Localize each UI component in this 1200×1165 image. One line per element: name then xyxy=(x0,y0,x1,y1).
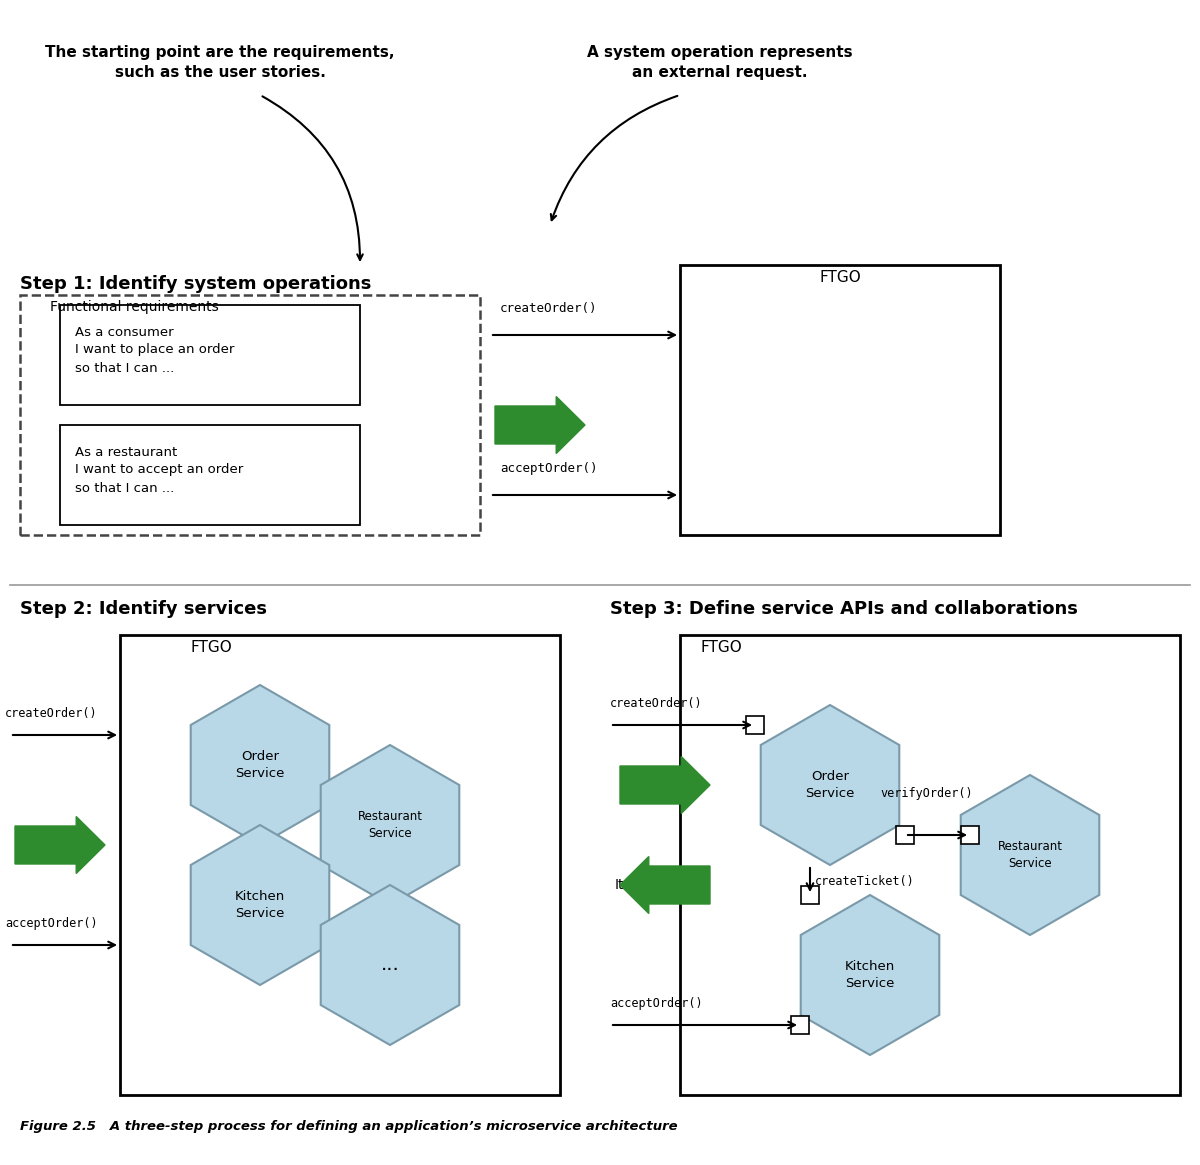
Bar xyxy=(60,425,360,525)
FancyArrow shape xyxy=(620,756,710,813)
FancyArrow shape xyxy=(620,856,710,913)
Bar xyxy=(746,716,764,734)
Text: FTGO: FTGO xyxy=(700,640,742,655)
Text: A system operation represents
an external request.: A system operation represents an externa… xyxy=(587,45,853,79)
Polygon shape xyxy=(320,744,460,905)
Bar xyxy=(60,305,360,405)
Bar xyxy=(802,887,818,904)
FancyArrow shape xyxy=(14,817,106,874)
Text: Order
Service: Order Service xyxy=(235,750,284,781)
Text: FTGO: FTGO xyxy=(190,640,232,655)
Text: acceptOrder(): acceptOrder() xyxy=(610,997,703,1010)
Bar xyxy=(680,264,1000,535)
Text: Step 2: Identify services: Step 2: Identify services xyxy=(20,600,266,617)
Text: FTGO: FTGO xyxy=(820,270,860,285)
Text: As a consumer
I want to place an order
so that I can ...: As a consumer I want to place an order s… xyxy=(74,325,234,374)
Polygon shape xyxy=(961,775,1099,935)
Bar xyxy=(896,826,914,843)
Text: ...: ... xyxy=(380,955,400,974)
Text: Step 1: Identify system operations: Step 1: Identify system operations xyxy=(20,275,371,294)
Text: createTicket(): createTicket() xyxy=(815,875,914,888)
Text: createOrder(): createOrder() xyxy=(5,707,97,720)
Text: Kitchen
Service: Kitchen Service xyxy=(235,890,286,920)
Text: Figure 2.5   A three-step process for defining an application’s microservice arc: Figure 2.5 A three-step process for defi… xyxy=(20,1120,678,1134)
Polygon shape xyxy=(191,685,329,845)
Text: Functional requirements: Functional requirements xyxy=(50,301,218,315)
Text: acceptOrder(): acceptOrder() xyxy=(500,463,598,475)
Bar xyxy=(120,635,560,1095)
Polygon shape xyxy=(191,825,329,984)
Bar xyxy=(20,295,480,535)
Bar xyxy=(961,826,979,843)
Text: createOrder(): createOrder() xyxy=(500,302,598,315)
Text: Restaurant
Service: Restaurant Service xyxy=(997,840,1062,870)
Text: acceptOrder(): acceptOrder() xyxy=(5,917,97,930)
Text: Step 3: Define service APIs and collaborations: Step 3: Define service APIs and collabor… xyxy=(610,600,1078,617)
Text: Iterate: Iterate xyxy=(616,878,661,892)
Text: As a restaurant
I want to accept an order
so that I can ...: As a restaurant I want to accept an orde… xyxy=(74,445,244,494)
Text: Restaurant
Service: Restaurant Service xyxy=(358,810,422,840)
Polygon shape xyxy=(320,885,460,1045)
FancyArrow shape xyxy=(496,396,586,453)
Bar xyxy=(791,1016,809,1035)
Text: verifyOrder(): verifyOrder() xyxy=(880,788,973,800)
Text: Kitchen
Service: Kitchen Service xyxy=(845,960,895,990)
Polygon shape xyxy=(800,895,940,1055)
Bar xyxy=(680,635,1180,1095)
Text: The starting point are the requirements,
such as the user stories.: The starting point are the requirements,… xyxy=(46,45,395,79)
Text: createOrder(): createOrder() xyxy=(610,697,703,709)
Polygon shape xyxy=(761,705,899,864)
Text: Order
Service: Order Service xyxy=(805,770,854,800)
